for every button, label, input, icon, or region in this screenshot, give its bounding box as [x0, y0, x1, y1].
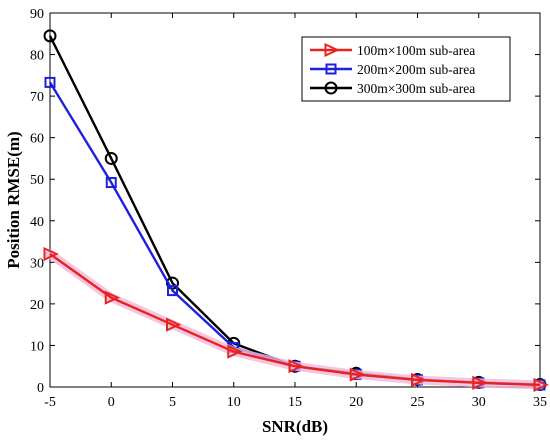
data-point: [411, 372, 427, 387]
data-point: [227, 344, 243, 359]
x-tick-label: 10: [227, 395, 241, 410]
y-tick-label: 40: [30, 215, 44, 230]
y-tick-label: 0: [37, 381, 44, 396]
data-point: [43, 246, 59, 262]
legend-label: 200m×200m sub-area: [357, 62, 475, 77]
data-point: [104, 151, 118, 165]
y-tick-label: 30: [30, 256, 44, 271]
x-tick-label: 0: [108, 395, 115, 410]
y-axis-label: Position RMSE(m): [4, 131, 23, 268]
series-line: [49, 253, 541, 387]
legend: 100m×100m sub-area 200m×200m sub-area 300m…: [301, 36, 511, 102]
data-point: [533, 377, 549, 392]
legend-label: 300m×300m sub-area: [357, 81, 475, 96]
y-tick-label: 80: [30, 49, 44, 64]
data-point: [472, 375, 488, 390]
data-point: [349, 367, 366, 382]
x-tick-label: 5: [169, 395, 176, 410]
x-tick-label: 25: [411, 395, 425, 410]
data-point: [166, 317, 182, 332]
x-tick-label: -5: [44, 395, 56, 410]
y-tick-label: 20: [30, 298, 44, 313]
legend-marker: [324, 42, 340, 58]
y-tick-label: 10: [30, 339, 44, 354]
legend-label: 100m×100m sub-area: [357, 43, 475, 58]
data-point: [105, 177, 117, 189]
x-tick-label: 15: [288, 395, 302, 410]
x-axis-label: SNR(dB): [262, 417, 328, 436]
y-tick-label: 90: [30, 7, 44, 22]
y-tick-label: 70: [30, 90, 44, 105]
data-point: [43, 29, 57, 43]
data-point: [167, 285, 178, 297]
data-point: [288, 359, 304, 374]
legend-marker: [324, 81, 338, 95]
data-point: [44, 76, 56, 88]
y-tick-label: 50: [30, 173, 44, 188]
y-tick-label: 60: [30, 132, 44, 147]
series-layer: [43, 29, 549, 392]
x-tick-label: 35: [533, 395, 547, 410]
x-tick-label: 30: [472, 395, 486, 410]
data-point: [104, 290, 121, 305]
series-0: [43, 246, 549, 392]
legend-marker: [325, 63, 337, 75]
x-tick-label: 20: [349, 395, 363, 410]
